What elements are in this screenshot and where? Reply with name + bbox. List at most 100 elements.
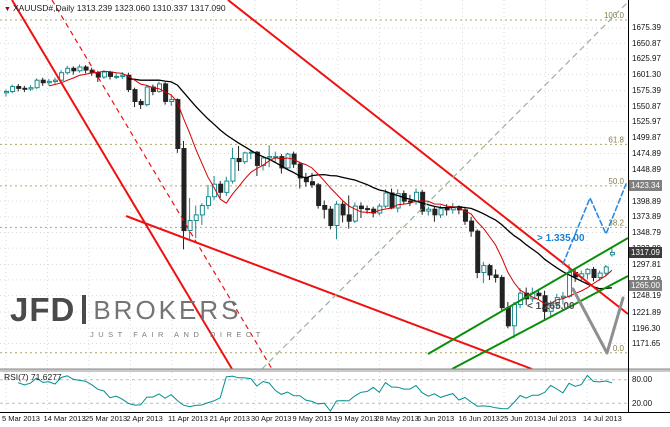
candle-bull: [511, 304, 517, 327]
candle-bull: [77, 66, 83, 72]
candle-bear: [310, 181, 315, 186]
candle-bear: [175, 99, 181, 149]
logo-row: JFD BROKERS: [10, 293, 265, 326]
candle-bear: [499, 277, 505, 309]
candle-bear: [126, 74, 132, 91]
candle-bear: [138, 101, 144, 106]
candle-bull: [609, 251, 615, 256]
candle-bull: [120, 74, 126, 77]
candle-bull: [548, 303, 554, 312]
candle-bull: [481, 265, 487, 274]
candle-bear: [444, 208, 450, 211]
symbol-info: ▼ XAUUSD#,Daily 1313.239 1323.060 1310.33…: [4, 3, 226, 13]
candle-bull: [560, 295, 566, 299]
price-axis-label: 1448.89: [632, 165, 661, 175]
candle-bear: [358, 205, 364, 210]
candle-bear: [316, 184, 322, 207]
candle-bear: [181, 148, 187, 232]
time-axis[interactable]: 5 Mar 2013 14 Mar 2013 25 Mar 2013 2 Apr 20…: [0, 414, 670, 427]
price-axis-label: 1248.19: [632, 291, 661, 301]
candle-bear: [420, 191, 426, 212]
candle-bull: [34, 79, 40, 89]
candle-bull: [285, 153, 291, 169]
candle-bear: [218, 183, 224, 193]
candle-bear: [389, 192, 395, 209]
candle-bear: [95, 72, 101, 78]
candle-bull: [212, 183, 218, 198]
candle-bull: [205, 196, 211, 206]
candle-bear: [279, 156, 285, 169]
candle-bull: [10, 86, 16, 92]
price-axis-label: 1525.97: [632, 117, 661, 127]
candle-bear: [407, 200, 413, 203]
target-down-annotation: < 1.265,00: [527, 301, 575, 312]
price-axis-label: 1575.39: [632, 86, 661, 96]
trend-line: [227, 0, 629, 315]
rsi-axis-label: 80.00: [632, 375, 653, 385]
trend-line: [11, 0, 233, 370]
trend-line: [451, 275, 629, 370]
candle-bear: [536, 292, 542, 297]
candle-bull: [383, 192, 389, 207]
time-axis-label: 5 Mar 2013: [2, 414, 40, 423]
candle-bull: [426, 208, 432, 212]
fib-level-label: 50.0: [608, 177, 624, 186]
candle-bear: [132, 89, 138, 102]
candle-bear: [22, 87, 28, 90]
price-axis-label: 1601.30: [632, 69, 661, 79]
candle-bull: [267, 156, 273, 159]
rsi-line: [18, 374, 613, 412]
candle-bull: [157, 83, 162, 92]
candle-bear: [346, 214, 352, 222]
candle-bear: [71, 67, 77, 72]
candle-bear: [297, 163, 303, 179]
candle-bear: [40, 79, 46, 84]
time-axis-label: 4 Jul 2013: [541, 414, 577, 423]
fib-level-label: 61.8: [608, 135, 624, 144]
time-axis-label: 21 Apr 2013: [209, 414, 250, 423]
candle-bull: [187, 220, 193, 231]
price-axis-label: 1171.65: [632, 339, 661, 348]
candle-bull: [52, 79, 58, 82]
candle-bear: [340, 203, 346, 216]
price-axis-label: 1196.30: [632, 323, 661, 333]
candle-bear: [254, 151, 260, 166]
time-axis-label: 6 Jun 2013: [417, 414, 455, 423]
candle-bull: [114, 75, 120, 78]
candle-bull: [597, 272, 603, 279]
pane-divider[interactable]: [0, 369, 670, 372]
fib-level-label: 38.2: [608, 218, 624, 227]
moving-average-line: [128, 78, 612, 290]
candle-bear: [487, 265, 493, 276]
candle-bear: [303, 177, 309, 183]
candle-bull: [144, 86, 150, 106]
candle-bear: [469, 220, 475, 232]
time-axis-label: 16 Jun 2013: [458, 414, 500, 423]
price-axis-label: 1675.39: [632, 23, 661, 33]
price-axis-box: 1265.00: [629, 279, 662, 291]
candle-bear: [83, 66, 89, 71]
candle-bear: [322, 205, 328, 210]
candle-bear: [150, 86, 156, 92]
time-axis-label: 9 May 2013: [292, 414, 332, 423]
candle-bear: [432, 208, 438, 216]
candle-bull: [352, 205, 358, 222]
fib-level-label: 100.0: [604, 11, 625, 20]
candle-bull: [199, 205, 205, 216]
candle-bull: [28, 87, 34, 90]
price-axis-label: 1373.89: [632, 212, 661, 222]
price-axis-label: 1650.87: [632, 38, 661, 48]
logo-tagline: JUST FAIR AND DIRECT: [90, 330, 265, 339]
candle-bear: [108, 71, 114, 77]
candle-bull: [334, 203, 340, 226]
jfd-brokers-logo: JFD BROKERS JUST FAIR AND DIRECT: [10, 293, 265, 339]
bearish-projection-zigzag: [571, 287, 625, 355]
target-up-annotation: > 1.335,00: [537, 233, 585, 244]
symbol-ohlc-text: XAUUSD#,Daily 1313.239 1323.060 1310.337…: [12, 3, 226, 13]
candle-bull: [438, 208, 444, 216]
logo-jfd-text: JFD: [10, 291, 76, 328]
trend-line: [261, 1, 629, 370]
price-axis[interactable]: 1675.39 1650.87 1625.97 1601.30 1575.39 1550.…: [629, 0, 670, 412]
time-axis-label: 28 May 2013: [375, 414, 419, 423]
